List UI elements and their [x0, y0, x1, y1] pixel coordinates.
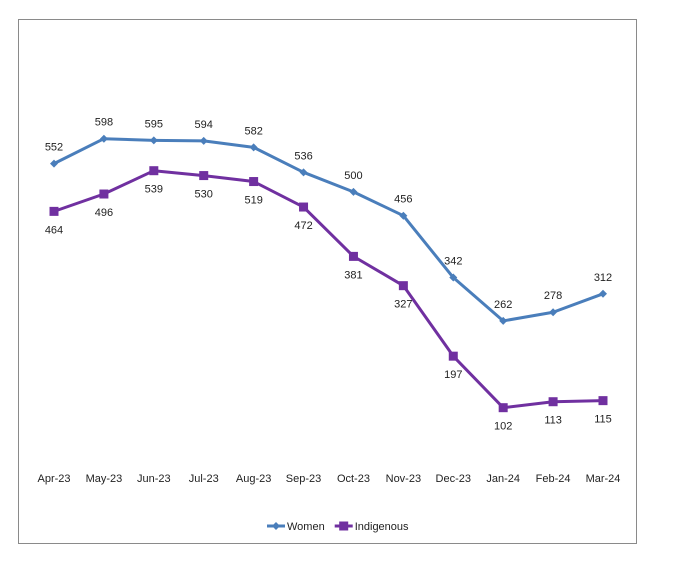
x-tick-label: Jul-23	[189, 473, 219, 485]
data-point-women	[50, 159, 58, 168]
data-labels: 552 598 595 594 582 536 500 456 342 262 278 312 464 4…	[45, 117, 612, 433]
data-label-indigenous: 113	[544, 415, 562, 427]
data-point-women	[199, 136, 208, 145]
data-label-women: 552	[45, 142, 63, 154]
legend-item-women: Women	[267, 521, 325, 533]
legend: Women Indigenous	[267, 521, 409, 533]
data-label-women: 278	[544, 290, 562, 302]
data-point-women	[499, 316, 508, 325]
data-point-women	[399, 211, 408, 220]
data-point-women	[149, 136, 158, 145]
data-point-women	[249, 143, 258, 152]
data-point-women	[599, 289, 607, 298]
data-label-women: 582	[244, 125, 262, 137]
data-label-indigenous: 102	[494, 421, 512, 433]
data-point-women	[449, 273, 458, 282]
series-line-women	[53, 137, 604, 323]
legend-marker-women	[272, 522, 280, 530]
x-tick-label: Feb-24	[536, 473, 571, 485]
x-tick-label: Oct-23	[337, 473, 370, 485]
chart-frame	[18, 19, 637, 544]
data-label-women: 456	[394, 194, 412, 206]
x-axis-tick-labels: Apr-23 May-23 Jun-23 Jul-23 Aug-23 Sep-23 Oct-…	[37, 473, 620, 485]
data-label-women: 342	[444, 256, 462, 268]
series-indigenous	[49, 166, 608, 413]
data-point-indigenous	[99, 189, 109, 199]
x-tick-label: Jun-23	[137, 473, 171, 485]
data-point-indigenous	[348, 251, 358, 261]
data-label-indigenous: 464	[45, 224, 63, 236]
series-layer	[49, 134, 608, 413]
data-label-indigenous: 472	[294, 220, 312, 232]
data-point-women	[549, 308, 558, 317]
legend-label-indigenous: Indigenous	[355, 521, 409, 533]
data-label-indigenous: 115	[594, 414, 612, 426]
x-tick-label: Dec-23	[436, 473, 471, 485]
data-label-indigenous: 197	[444, 369, 462, 381]
data-point-indigenous	[448, 351, 458, 361]
x-tick-label: Nov-23	[386, 473, 421, 485]
data-point-indigenous	[598, 396, 608, 406]
data-point-women	[349, 187, 358, 196]
data-point-indigenous	[299, 202, 309, 212]
data-point-indigenous	[498, 403, 508, 413]
x-tick-label: Sep-23	[286, 473, 321, 485]
legend-marker-indigenous	[339, 521, 349, 531]
legend-label-women: Women	[287, 521, 325, 533]
x-tick-label: Apr-23	[37, 473, 70, 485]
x-tick-label: Jan-24	[486, 473, 520, 485]
data-point-indigenous	[398, 281, 408, 291]
data-label-indigenous: 530	[195, 189, 213, 201]
data-point-indigenous	[548, 397, 558, 407]
data-label-women: 536	[294, 150, 312, 162]
data-point-indigenous	[249, 177, 259, 187]
data-point-indigenous	[49, 206, 59, 216]
x-tick-label: Mar-24	[586, 473, 621, 485]
series-women	[50, 134, 607, 325]
data-label-women: 598	[95, 117, 113, 129]
data-label-indigenous: 381	[344, 269, 362, 281]
data-label-women: 594	[195, 119, 213, 131]
data-label-indigenous: 496	[95, 207, 113, 219]
data-label-indigenous: 327	[394, 299, 412, 311]
x-tick-label: Aug-23	[236, 473, 271, 485]
data-label-women: 312	[594, 272, 612, 284]
data-label-women: 262	[494, 299, 512, 311]
data-label-women: 595	[145, 118, 163, 130]
legend-item-indigenous: Indigenous	[334, 521, 409, 533]
data-point-indigenous	[149, 166, 159, 176]
x-tick-label: May-23	[86, 473, 123, 485]
data-point-indigenous	[199, 171, 209, 181]
data-point-women	[99, 134, 108, 143]
data-label-indigenous: 519	[244, 195, 262, 207]
series-line-indigenous	[53, 169, 604, 410]
data-point-women	[299, 168, 308, 177]
data-label-indigenous: 539	[145, 184, 163, 196]
data-label-women: 500	[344, 170, 362, 182]
